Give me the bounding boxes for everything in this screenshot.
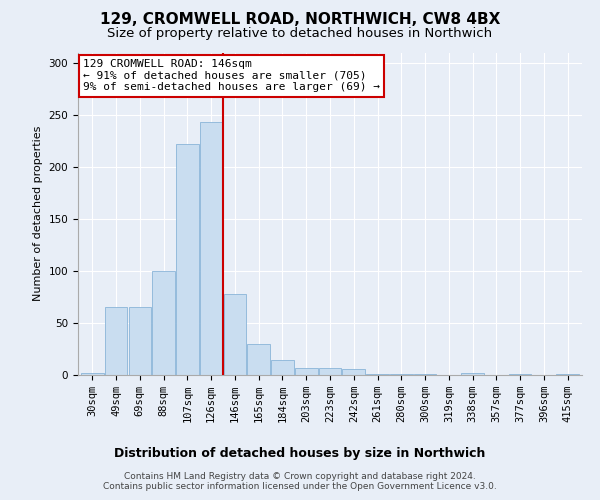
Text: 129, CROMWELL ROAD, NORTHWICH, CW8 4BX: 129, CROMWELL ROAD, NORTHWICH, CW8 4BX bbox=[100, 12, 500, 28]
Bar bbox=[247, 344, 270, 375]
Y-axis label: Number of detached properties: Number of detached properties bbox=[33, 126, 43, 302]
Text: Size of property relative to detached houses in Northwich: Size of property relative to detached ho… bbox=[107, 28, 493, 40]
Bar bbox=[556, 374, 579, 375]
Bar bbox=[509, 374, 532, 375]
Bar bbox=[343, 369, 365, 375]
Bar bbox=[128, 308, 151, 375]
Bar bbox=[224, 294, 246, 375]
Text: 129 CROMWELL ROAD: 146sqm
← 91% of detached houses are smaller (705)
9% of semi-: 129 CROMWELL ROAD: 146sqm ← 91% of detac… bbox=[83, 59, 380, 92]
Bar bbox=[105, 308, 127, 375]
Bar bbox=[295, 368, 317, 375]
Bar bbox=[461, 373, 484, 375]
Bar bbox=[200, 122, 223, 375]
Text: Distribution of detached houses by size in Northwich: Distribution of detached houses by size … bbox=[115, 448, 485, 460]
Bar bbox=[366, 374, 389, 375]
Bar bbox=[319, 368, 341, 375]
Bar bbox=[271, 360, 294, 375]
Bar bbox=[390, 374, 413, 375]
Text: Contains HM Land Registry data © Crown copyright and database right 2024.: Contains HM Land Registry data © Crown c… bbox=[124, 472, 476, 481]
Bar bbox=[152, 271, 175, 375]
Bar bbox=[414, 374, 436, 375]
Bar bbox=[176, 144, 199, 375]
Bar bbox=[81, 373, 104, 375]
Text: Contains public sector information licensed under the Open Government Licence v3: Contains public sector information licen… bbox=[103, 482, 497, 491]
